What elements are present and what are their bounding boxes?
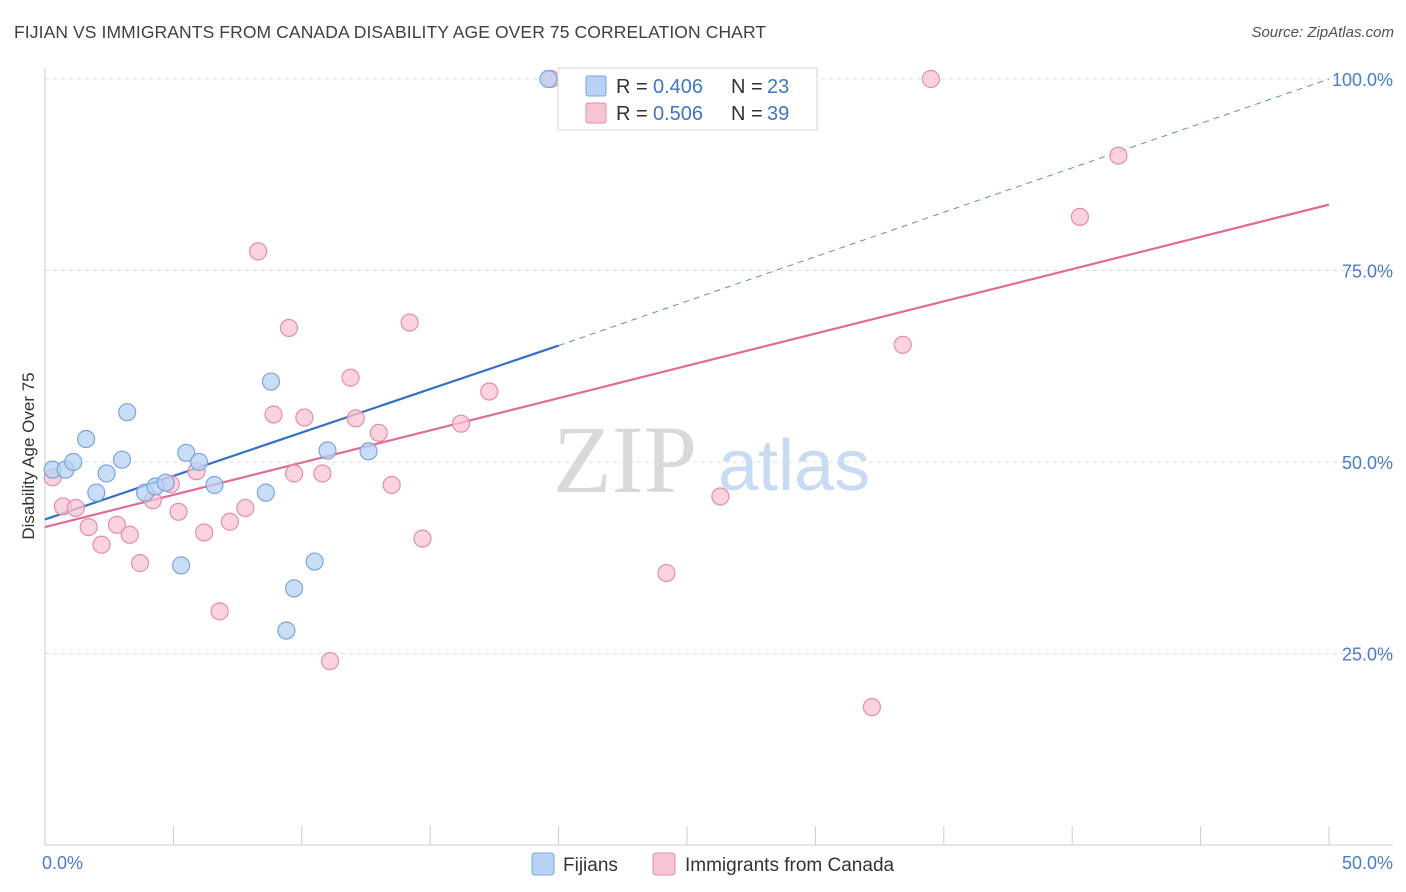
data-point-canada (295, 408, 314, 427)
legend-n-label-fijians: N = (731, 76, 763, 98)
data-point-canada (249, 242, 268, 261)
series-legend-label-fijians: Fijians (563, 855, 618, 876)
data-point-canada (210, 602, 229, 621)
x-tick-label-min: 0.0% (42, 853, 83, 873)
watermark: ZIP atlas (553, 406, 870, 513)
data-point-fijians (97, 464, 116, 483)
data-point-canada (284, 464, 304, 483)
data-point-canada (413, 529, 432, 548)
data-point-fijians (539, 69, 558, 89)
legend-swatch-fijians (585, 75, 607, 97)
correlation-legend: R = 0.406 N = 23 R = 0.506 N = 39 (557, 67, 818, 131)
data-point-canada (120, 525, 139, 544)
legend-r-value-canada: 0.506 (653, 103, 703, 125)
scatter-points (43, 69, 1128, 717)
y-tick-label: 50.0% (1342, 453, 1393, 473)
data-point-fijians (64, 452, 83, 472)
data-point-canada (169, 502, 188, 521)
legend-n-label-canada: N = (731, 103, 763, 125)
y-axis-title: Disability Age Over 75 (19, 372, 38, 539)
data-point-canada (382, 475, 401, 495)
legend-n-value-canada: 39 (767, 103, 789, 125)
data-point-canada (451, 414, 471, 433)
data-point-fijians (261, 372, 281, 391)
legend-r-label-fijians: R = (616, 76, 648, 98)
x-tick-label-max: 50.0% (1342, 853, 1393, 873)
data-point-canada (862, 698, 881, 717)
legend-n-value-fijians: 23 (767, 76, 789, 98)
data-point-fijians (359, 442, 378, 461)
data-point-canada (921, 69, 941, 89)
data-point-fijians (172, 556, 191, 575)
data-point-canada (480, 382, 499, 401)
data-point-canada (66, 498, 85, 518)
x-axis-ticks (44, 826, 1330, 845)
series-legend-swatch-fijians (531, 852, 555, 876)
data-point-fijians (112, 450, 132, 469)
axes (44, 68, 1393, 846)
fit-line-fijians (44, 344, 559, 521)
data-point-canada (320, 652, 340, 671)
fit-line-canada (44, 203, 1330, 529)
data-point-canada (346, 409, 365, 428)
data-point-canada (400, 313, 419, 332)
data-point-fijians (87, 483, 106, 502)
data-point-fijians (189, 452, 209, 472)
data-point-canada (195, 523, 214, 542)
data-point-canada (92, 535, 111, 554)
data-point-canada (220, 512, 239, 531)
chart-title: FIJIAN VS IMMIGRANTS FROM CANADA DISABIL… (14, 22, 767, 42)
data-point-canada (107, 515, 127, 534)
data-point-canada (264, 405, 283, 424)
data-point-fijians (156, 473, 175, 492)
data-point-fijians (118, 403, 137, 422)
series-legend-label-canada: Immigrants from Canada (685, 855, 895, 876)
data-point-canada (279, 318, 299, 338)
series-legend-swatch-canada (652, 852, 676, 876)
data-point-fijians (284, 579, 304, 598)
data-point-canada (79, 518, 98, 537)
y-tick-label: 25.0% (1342, 645, 1393, 665)
legend-swatch-canada (585, 102, 607, 124)
data-point-canada (236, 498, 255, 518)
legend-r-label-canada: R = (616, 103, 648, 125)
data-point-fijians (256, 483, 275, 502)
regression-lines (44, 78, 1330, 529)
data-point-canada (711, 487, 730, 506)
series-legend: Fijians Immigrants from Canada (531, 852, 895, 876)
data-point-canada (130, 554, 150, 573)
data-point-canada (893, 335, 912, 354)
y-tick-labels: 25.0% 50.0% 75.0% 100.0% (1332, 70, 1393, 665)
data-point-canada (1109, 146, 1128, 165)
data-point-fijians (76, 429, 96, 449)
data-point-fijians (305, 552, 324, 571)
legend-r-value-fijians: 0.406 (653, 76, 703, 98)
data-point-fijians (177, 443, 196, 462)
data-point-fijians (318, 441, 337, 460)
fit-line-fijians-extension (558, 78, 1330, 347)
watermark-atlas: atlas (718, 426, 870, 506)
y-tick-label: 100.0% (1332, 70, 1393, 90)
chart-source: Source: ZipAtlas.com (1251, 24, 1394, 41)
data-point-canada (313, 464, 332, 483)
data-point-canada (369, 423, 388, 442)
data-point-fijians (277, 621, 296, 640)
watermark-zip: ZIP (553, 406, 697, 513)
data-point-canada (1070, 207, 1090, 226)
data-point-canada (657, 563, 676, 583)
y-tick-label: 75.0% (1342, 262, 1393, 282)
data-point-fijians (205, 475, 224, 495)
data-point-canada (341, 368, 360, 387)
grid-lines (45, 78, 1393, 654)
